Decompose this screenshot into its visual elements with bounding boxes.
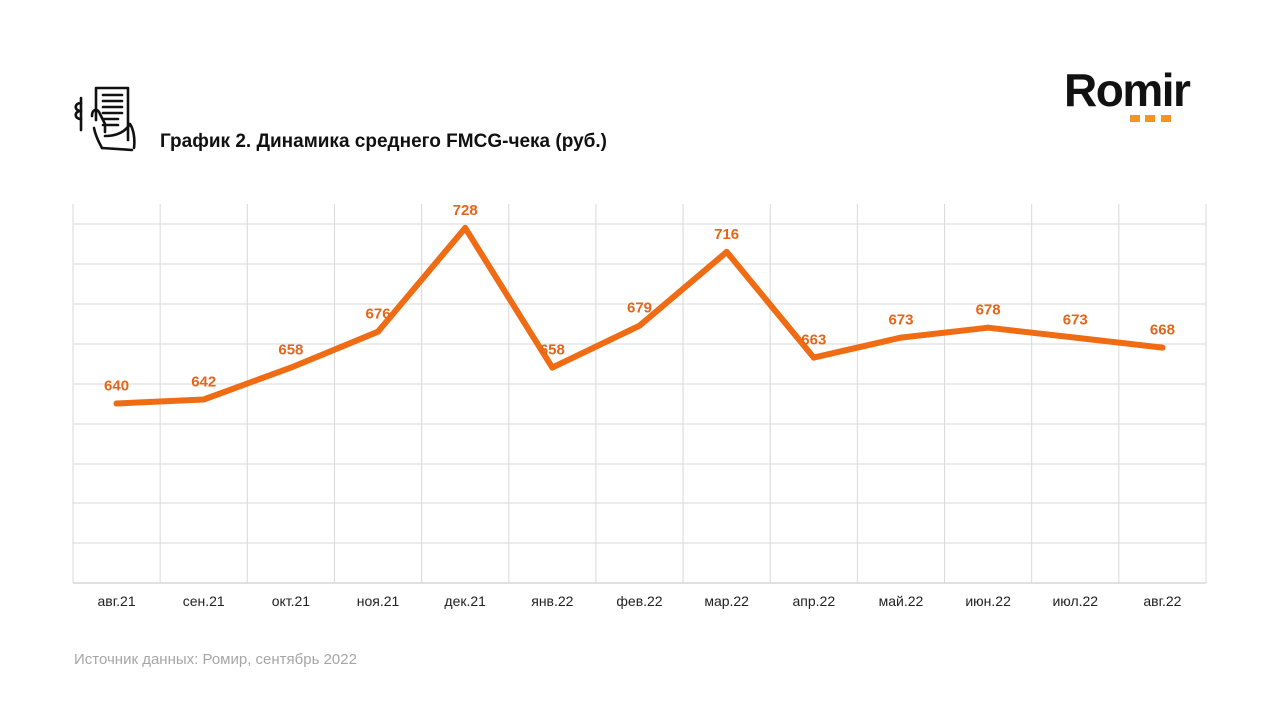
- data-label: 658: [540, 342, 565, 359]
- data-point: [549, 364, 556, 371]
- data-point: [897, 334, 904, 341]
- data-label: 663: [801, 332, 826, 349]
- data-label: 716: [714, 226, 739, 243]
- logo-dot: [1161, 115, 1171, 122]
- data-point: [462, 224, 469, 231]
- data-point: [375, 328, 382, 335]
- logo-dot: [1130, 115, 1140, 122]
- data-point: [723, 248, 730, 255]
- data-point: [200, 396, 207, 403]
- x-tick-label: ноя.21: [357, 593, 400, 609]
- data-label: 668: [1150, 322, 1175, 339]
- x-tick-label: июн.22: [965, 593, 1011, 609]
- data-point: [113, 400, 120, 407]
- data-label: 679: [627, 300, 652, 317]
- x-tick-label: янв.22: [531, 593, 573, 609]
- data-label: 676: [366, 306, 391, 323]
- data-label: 642: [191, 373, 216, 390]
- data-label: 640: [104, 377, 129, 394]
- data-label: 658: [278, 342, 303, 359]
- data-point: [985, 324, 992, 331]
- x-tick-label: июл.22: [1052, 593, 1098, 609]
- x-tick-label: окт.21: [272, 593, 311, 609]
- receipt-hand-icon: [74, 86, 136, 152]
- x-tick-label: апр.22: [792, 593, 835, 609]
- chart-title: График 2. Динамика среднего FMCG-чека (р…: [160, 131, 607, 152]
- data-label: 728: [453, 202, 478, 219]
- logo-dot: [1145, 115, 1155, 122]
- data-point: [810, 354, 817, 361]
- x-tick-label: сен.21: [183, 593, 225, 609]
- romir-logo: Romir: [1064, 64, 1214, 124]
- x-tick-label: дек.21: [444, 593, 486, 609]
- data-point: [1072, 334, 1079, 341]
- x-tick-label: авг.21: [98, 593, 136, 609]
- data-label: 673: [888, 312, 913, 329]
- data-point: [636, 322, 643, 329]
- brand-name: Romir: [1064, 64, 1191, 116]
- source-note: Источник данных: Ромир, сентябрь 2022: [74, 651, 357, 668]
- data-label: 673: [1063, 312, 1088, 329]
- x-tick-label: май.22: [879, 593, 924, 609]
- x-tick-label: мар.22: [704, 593, 749, 609]
- x-tick-label: авг.22: [1143, 593, 1181, 609]
- data-label: 678: [976, 302, 1001, 319]
- data-point: [1159, 344, 1166, 351]
- data-point: [287, 364, 294, 371]
- x-tick-label: фев.22: [616, 593, 662, 609]
